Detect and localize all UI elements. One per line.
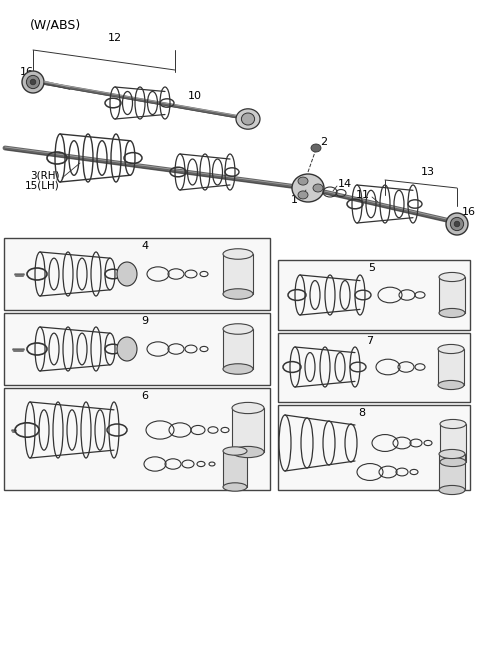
Ellipse shape	[440, 457, 466, 466]
Ellipse shape	[223, 363, 253, 375]
Text: 5: 5	[369, 263, 375, 273]
Bar	[278, 260, 470, 330]
Text: 13: 13	[421, 167, 435, 177]
Ellipse shape	[241, 113, 254, 125]
Text: (W/ABS): (W/ABS)	[30, 18, 81, 31]
Ellipse shape	[439, 449, 465, 459]
Ellipse shape	[117, 262, 137, 286]
Text: 11: 11	[356, 190, 370, 200]
Bar	[4, 238, 270, 310]
Text: 16: 16	[20, 67, 34, 77]
Ellipse shape	[236, 109, 260, 129]
Bar	[223, 329, 253, 369]
Ellipse shape	[223, 249, 253, 259]
Bar	[440, 424, 466, 462]
Text: 3(RH): 3(RH)	[31, 170, 60, 180]
Ellipse shape	[439, 308, 465, 318]
Bar	[223, 451, 247, 487]
Ellipse shape	[450, 217, 464, 231]
Ellipse shape	[439, 485, 465, 495]
Ellipse shape	[223, 447, 247, 455]
Ellipse shape	[292, 174, 324, 202]
Ellipse shape	[298, 191, 308, 199]
Text: 9: 9	[142, 316, 149, 326]
Bar	[223, 254, 253, 294]
Ellipse shape	[30, 79, 36, 85]
Ellipse shape	[22, 71, 44, 93]
Bar	[438, 349, 464, 385]
Text: 14: 14	[338, 179, 352, 189]
Bar	[4, 388, 270, 490]
Ellipse shape	[223, 289, 253, 299]
Ellipse shape	[438, 380, 464, 390]
Ellipse shape	[232, 446, 264, 458]
Ellipse shape	[117, 337, 137, 361]
Text: 2: 2	[320, 137, 327, 147]
Ellipse shape	[438, 344, 464, 354]
Text: 7: 7	[366, 336, 373, 346]
Ellipse shape	[454, 221, 460, 227]
Ellipse shape	[440, 419, 466, 428]
Bar	[232, 408, 264, 452]
Ellipse shape	[223, 483, 247, 491]
Ellipse shape	[298, 177, 308, 185]
Ellipse shape	[311, 144, 321, 152]
Bar	[278, 333, 470, 402]
Ellipse shape	[439, 272, 465, 281]
Text: 12: 12	[108, 33, 122, 43]
Text: 4: 4	[142, 241, 149, 251]
Ellipse shape	[26, 75, 39, 89]
Bar	[439, 277, 465, 313]
Ellipse shape	[446, 213, 468, 235]
Text: 10: 10	[188, 91, 202, 101]
Text: 6: 6	[142, 391, 148, 401]
Ellipse shape	[232, 402, 264, 413]
Bar	[439, 454, 465, 490]
Text: 16: 16	[462, 207, 476, 217]
Ellipse shape	[313, 184, 323, 192]
Text: 15(LH): 15(LH)	[25, 180, 60, 190]
Text: 8: 8	[359, 408, 366, 418]
Ellipse shape	[223, 324, 253, 335]
Bar	[278, 405, 470, 490]
Bar	[4, 313, 270, 385]
Text: 1: 1	[291, 195, 298, 205]
